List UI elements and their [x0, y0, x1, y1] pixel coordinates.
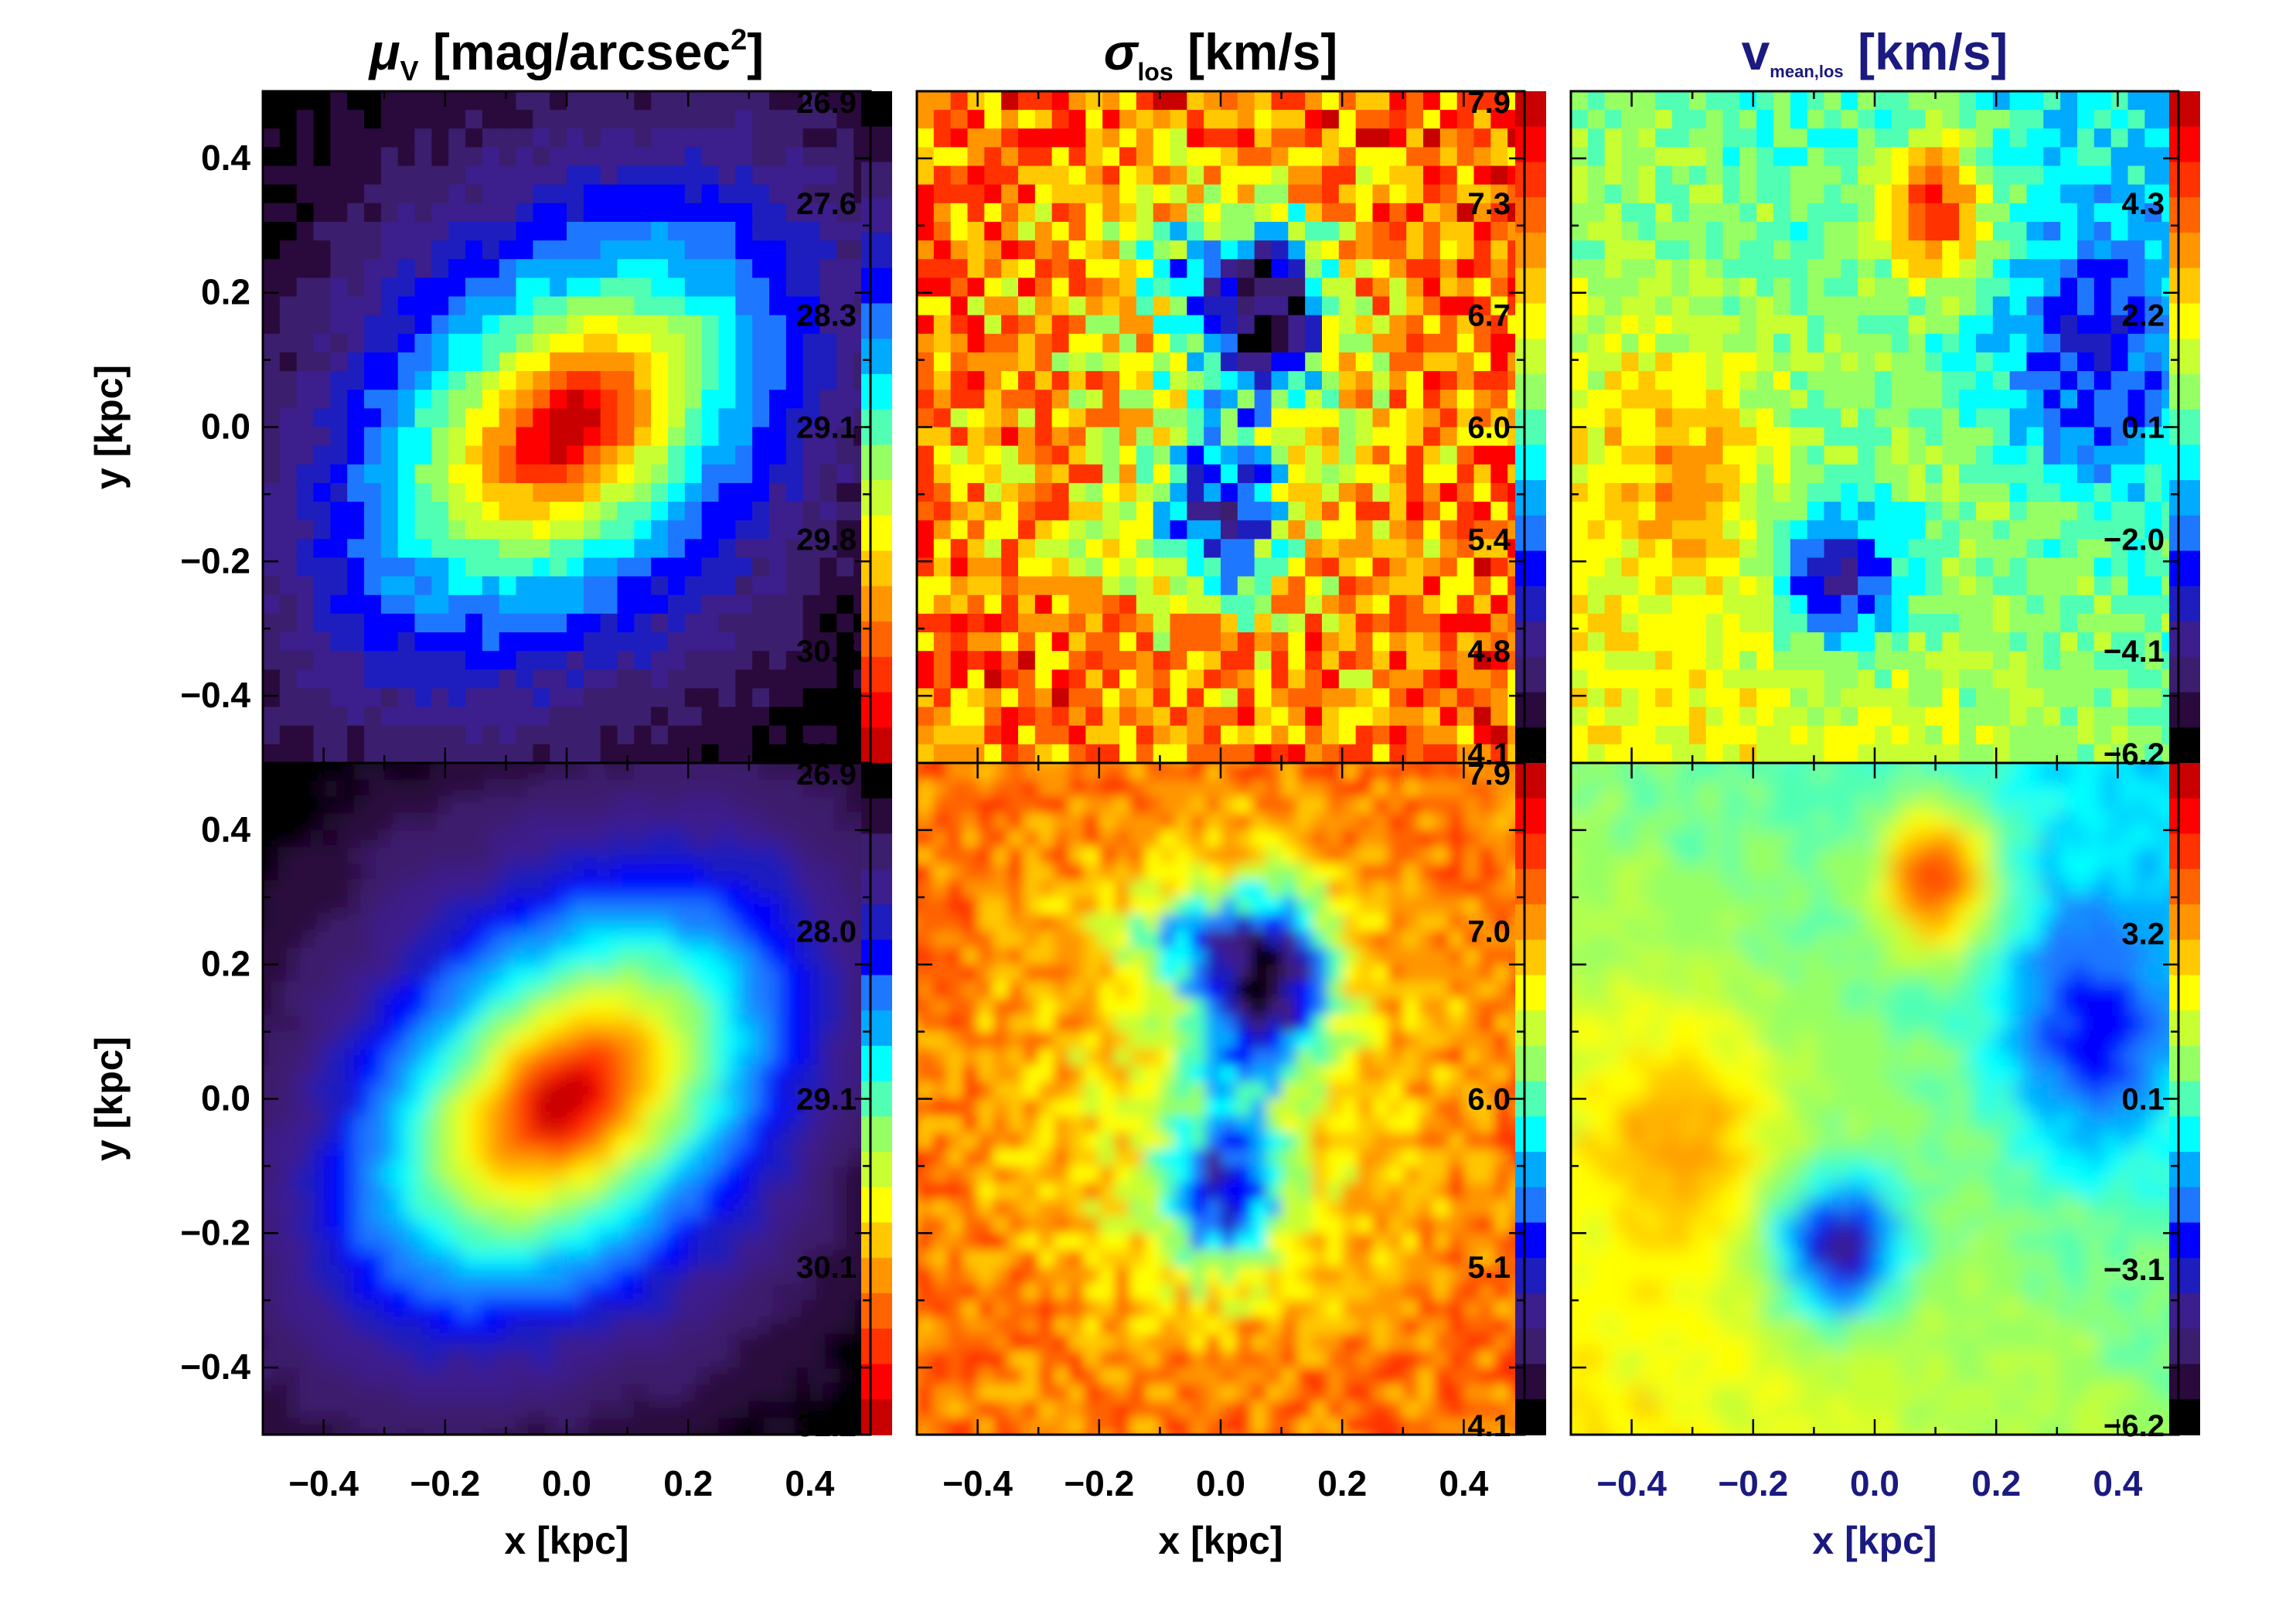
y-tick-label: 0.2: [201, 272, 250, 312]
x-tick-label: −0.4: [1596, 1463, 1667, 1503]
colorbar-tick-label: −2.0: [2104, 523, 2165, 557]
heatmap-smoothed-mean-velocity: [1571, 763, 2178, 1435]
x-tick-label: 0.2: [1971, 1463, 2021, 1503]
colorbar-binned-velocity-dispersion: 7.97.36.76.05.44.84.1: [1467, 86, 1546, 771]
colorbar-tick-label: 0.1: [2121, 1083, 2165, 1117]
colorbar-tick-label: 28.0: [796, 914, 857, 948]
y-tick-label: −0.4: [180, 1347, 250, 1387]
panel-title-mean-velocity: vmean,los [km/s]: [1742, 23, 2008, 81]
colorbar-tick-label: 5.4: [1467, 523, 1511, 557]
y-axis-label: y [kpc]: [87, 365, 131, 489]
heatmap-binned-velocity-dispersion: [917, 91, 1524, 763]
x-tick-label: 0.4: [1439, 1463, 1488, 1503]
x-tick-label: 0.0: [542, 1463, 591, 1503]
panel-title-surface-brightness: μV [mag/arcsec2]: [368, 23, 765, 87]
x-tick-label: 0.2: [663, 1463, 713, 1503]
colorbar-tick-label: 3.2: [2121, 918, 2165, 952]
colorbar-tick-label: −6.2: [2104, 1409, 2165, 1443]
colorbar-tick-label: −6.2: [2104, 737, 2165, 771]
colorbar-tick-label: 29.8: [796, 523, 857, 557]
x-tick-label: 0.0: [1196, 1463, 1245, 1503]
x-tick-label: −0.2: [1718, 1463, 1788, 1503]
colorbar-tick-label: 29.1: [796, 1083, 857, 1117]
heatmap-smoothed-velocity-dispersion: [917, 763, 1524, 1435]
colorbar-tick-label: 30.5: [796, 635, 857, 669]
colorbar-tick-label: 5.1: [1467, 1251, 1511, 1285]
colorbar-tick-label: −4.1: [2104, 635, 2165, 669]
heatmap-binned-surface-brightness: [263, 91, 870, 763]
y-axis-label: y [kpc]: [87, 1037, 131, 1161]
panel-title-velocity-dispersion: σlos [km/s]: [1104, 23, 1338, 86]
x-tick-label: −0.2: [410, 1463, 480, 1503]
colorbar-tick-label: 0.1: [2121, 411, 2165, 445]
colorbar-tick-label: 30.1: [796, 1251, 857, 1285]
x-tick-label: 0.0: [1850, 1463, 1899, 1503]
colorbar-tick-label: 6.0: [1467, 1083, 1511, 1117]
colorbar-binned-mean-velocity: 4.3 2.2 0.1 −2.0 −4.1 −6.2: [2104, 91, 2200, 771]
x-axis-label: x [kpc]: [1158, 1519, 1283, 1562]
colorbar-tick-label: 7.3: [1467, 187, 1511, 221]
colorbar-tick-label: 2.2: [2121, 299, 2165, 333]
colorbar-tick-label: 31.2: [796, 737, 857, 771]
colorbar-tick-label: 31.2: [796, 1409, 857, 1443]
colorbar-tick-label: 4.1: [1467, 737, 1511, 771]
x-tick-label: −0.4: [942, 1463, 1013, 1503]
y-tick-label: 0.2: [201, 944, 250, 984]
heatmap-binned-mean-velocity: [1571, 91, 2178, 763]
colorbar-tick-label: −3.1: [2104, 1253, 2165, 1287]
colorbar-tick-label: 28.3: [796, 299, 857, 333]
y-tick-label: −0.2: [180, 1212, 250, 1252]
y-tick-label: 0.4: [201, 138, 250, 178]
x-tick-label: 0.2: [1317, 1463, 1367, 1503]
colorbar-tick-label: 6.0: [1467, 411, 1511, 445]
heatmap-smoothed-surface-brightness: [263, 763, 870, 1435]
colorbar-tick-label: 4.1: [1467, 1409, 1511, 1443]
y-tick-label: −0.4: [180, 675, 250, 715]
x-tick-label: 0.4: [2093, 1463, 2142, 1503]
x-tick-label: 0.4: [785, 1463, 834, 1503]
y-tick-label: 0.0: [201, 1078, 250, 1119]
colorbar-smoothed-mean-velocity: 3.2 0.1 −3.1 −6.2: [2104, 763, 2200, 1443]
colorbar-tick-label: 4.8: [1467, 635, 1511, 669]
y-tick-label: 0.0: [201, 407, 250, 447]
colorbar-binned-surface-brightness: 26.927.628.329.129.830.531.2: [796, 86, 892, 771]
colorbar-smoothed-surface-brightness: 26.928.029.130.131.2: [796, 758, 892, 1443]
colorbar-tick-label: 4.3: [2121, 187, 2165, 221]
x-axis-label: x [kpc]: [1812, 1519, 1937, 1562]
x-tick-label: −0.2: [1064, 1463, 1134, 1503]
colorbar-tick-label: 29.1: [796, 411, 857, 445]
x-tick-label: −0.4: [288, 1463, 359, 1503]
y-tick-label: −0.2: [180, 540, 250, 581]
colorbar-tick-label: 6.7: [1467, 299, 1511, 333]
colorbar-smoothed-velocity-dispersion: 7.97.06.05.14.1: [1467, 758, 1546, 1443]
y-tick-label: 0.4: [201, 809, 250, 850]
x-axis-label: x [kpc]: [504, 1519, 629, 1562]
colorbar-tick-label: 27.6: [796, 187, 857, 221]
colorbar-tick-label: 7.0: [1467, 914, 1511, 948]
